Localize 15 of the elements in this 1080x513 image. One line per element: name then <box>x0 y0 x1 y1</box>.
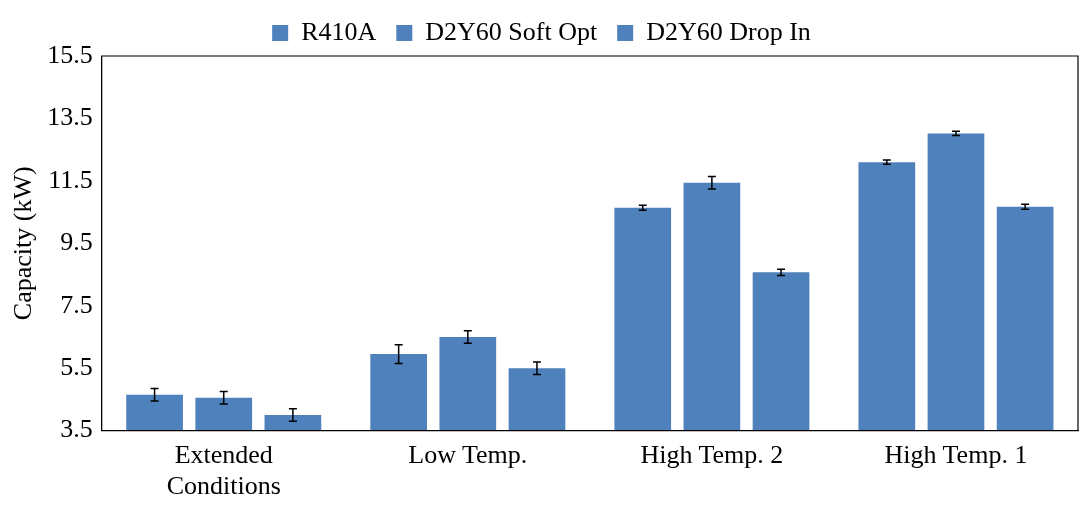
y-tick-label: 3.5 <box>60 414 93 444</box>
x-tick-label: Extended Conditions <box>166 440 281 501</box>
x-tick-label: High Temp. 1 <box>884 440 1028 470</box>
y-axis-title: Capacity (kW) <box>8 166 38 321</box>
legend-label: D2Y60 Soft Opt <box>425 16 598 46</box>
x-tick-label: Low Temp. <box>408 440 528 470</box>
y-tick-label: 15.5 <box>47 39 93 69</box>
y-tick-label: 5.5 <box>60 351 93 381</box>
legend-label: R410A <box>301 16 377 46</box>
y-tick-label: 13.5 <box>47 102 93 132</box>
y-tick-label: 7.5 <box>60 289 93 319</box>
y-tick-label: 9.5 <box>60 227 93 257</box>
x-tick-label: High Temp. 2 <box>640 440 784 470</box>
y-tick-label: 11.5 <box>48 164 93 194</box>
legend-label: D2Y60 Drop In <box>646 16 811 46</box>
